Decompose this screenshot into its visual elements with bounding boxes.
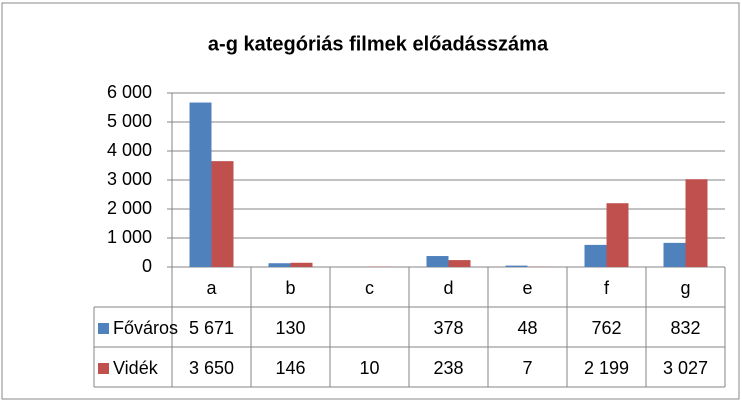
y-tick-label: 0 [142, 256, 152, 276]
bar [290, 262, 313, 267]
chart-title: a-g kategóriás filmek előadásszáma [208, 33, 549, 55]
bar [505, 265, 528, 267]
bar [448, 260, 471, 267]
data-table-value: 48 [517, 318, 537, 338]
data-table-value: 10 [359, 358, 379, 378]
data-table-value: 7 [522, 358, 532, 378]
y-tick-label: 6 000 [107, 82, 152, 102]
y-tick-label: 3 000 [107, 169, 152, 189]
data-table-value: 2 199 [584, 358, 629, 378]
data-table-value: 3 027 [663, 358, 708, 378]
data-table-value: 832 [670, 318, 700, 338]
x-tick-label: g [680, 278, 690, 298]
y-tick-label: 5 000 [107, 111, 152, 131]
y-tick-label: 4 000 [107, 140, 152, 160]
x-tick-label: b [285, 278, 295, 298]
bar [426, 256, 449, 267]
bar [606, 203, 629, 267]
data-table-value: 3 650 [189, 358, 234, 378]
bar [584, 244, 607, 267]
y-tick-label: 1 000 [107, 227, 152, 247]
data-table-value: 378 [433, 318, 463, 338]
data-table-value: 238 [433, 358, 463, 378]
legend-label: Főváros [113, 318, 178, 338]
bar [189, 102, 212, 267]
bar [211, 161, 234, 267]
legend-key [98, 363, 109, 374]
legend-key [98, 323, 109, 334]
bar [685, 179, 708, 267]
x-tick-label: c [365, 278, 374, 298]
data-table-value: 146 [275, 358, 305, 378]
y-tick-label: 2 000 [107, 198, 152, 218]
x-tick-label: f [604, 278, 610, 298]
data-table-value: 762 [591, 318, 621, 338]
bar [663, 242, 686, 267]
x-tick-label: e [522, 278, 532, 298]
x-tick-label: d [443, 278, 453, 298]
bar [268, 263, 291, 267]
x-tick-label: a [206, 278, 217, 298]
data-table-value: 5 671 [189, 318, 234, 338]
legend-label: Vidék [113, 358, 159, 378]
data-table-value: 130 [275, 318, 305, 338]
